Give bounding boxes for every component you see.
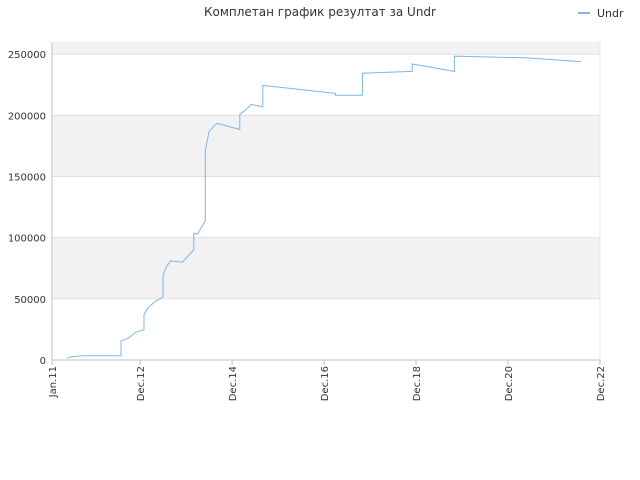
y-tick-label: 200000 bbox=[8, 111, 46, 122]
y-tick-label: 100000 bbox=[8, 234, 46, 245]
x-tick-label: Dec.16 bbox=[320, 366, 331, 401]
x-tick-label: Dec.22 bbox=[596, 366, 607, 401]
y-tick-label: 50000 bbox=[14, 295, 46, 306]
x-tick-label: Dec.12 bbox=[136, 366, 147, 401]
x-tick-label: Jan.11 bbox=[48, 366, 59, 398]
x-tick-label: Dec.18 bbox=[412, 366, 423, 401]
line-series bbox=[67, 55, 581, 359]
plot-band bbox=[52, 237, 600, 299]
legend-label[interactable]: Undr bbox=[597, 7, 624, 20]
y-tick-label: 150000 bbox=[8, 173, 46, 184]
y-tick-label: 250000 bbox=[8, 50, 46, 61]
y-tick-label: 0 bbox=[40, 356, 46, 367]
x-tick-label: Dec.14 bbox=[228, 366, 239, 401]
plot-band bbox=[52, 42, 600, 55]
chart-title: Комплетан график резултат за Undr bbox=[204, 5, 436, 19]
plot-band bbox=[52, 115, 600, 177]
x-tick-label: Dec.20 bbox=[504, 366, 515, 401]
